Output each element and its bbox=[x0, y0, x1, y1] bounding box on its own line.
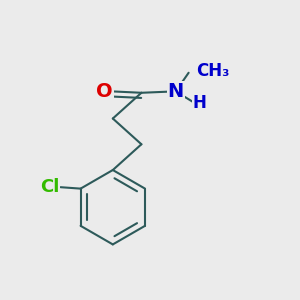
Text: N: N bbox=[168, 82, 184, 101]
Text: H: H bbox=[193, 94, 206, 112]
Text: O: O bbox=[96, 82, 112, 101]
Text: CH₃: CH₃ bbox=[196, 62, 229, 80]
Text: Cl: Cl bbox=[40, 178, 59, 196]
